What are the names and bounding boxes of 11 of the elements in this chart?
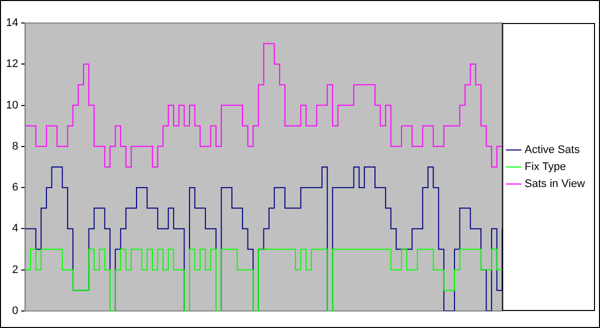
- legend-label: Active Sats: [524, 144, 580, 156]
- y-tick-label: 2: [12, 264, 18, 276]
- y-tick-label: 10: [6, 99, 18, 112]
- legend-label: Fix Type: [524, 161, 566, 174]
- y-tick-label: 12: [6, 58, 18, 70]
- y-tick-label: 0: [12, 305, 18, 318]
- y-tick-label: 4: [12, 222, 18, 235]
- y-tick-label: 8: [12, 140, 18, 152]
- y-tick-label: 6: [12, 182, 18, 194]
- legend-label: Sats in View: [524, 178, 586, 190]
- y-tick-label: 14: [6, 17, 18, 30]
